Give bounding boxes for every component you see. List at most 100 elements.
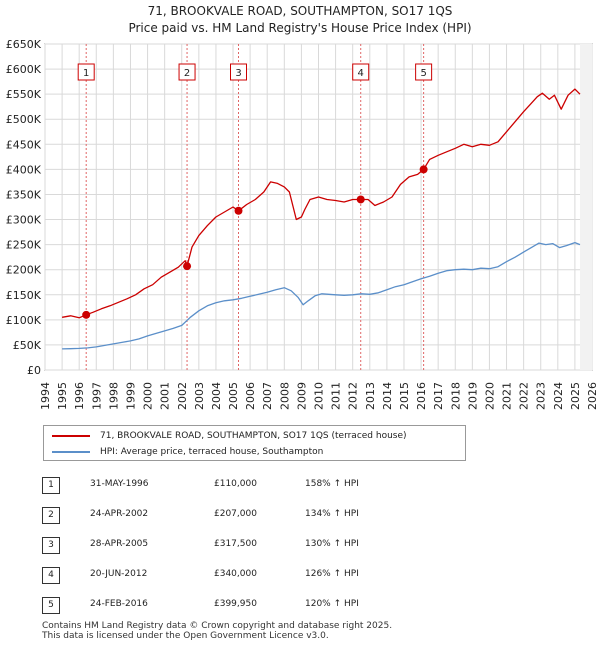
x-tick-label: 2022 <box>518 382 531 410</box>
y-tick-label: £400K <box>6 163 42 176</box>
row-date: 20-JUN-2012 <box>90 569 148 579</box>
x-tick-label: 2015 <box>398 382 411 410</box>
x-tick-label: 2023 <box>535 382 548 410</box>
x-tick-label: 2013 <box>364 382 377 410</box>
row-hpi: 130% ↑ HPI <box>305 539 359 549</box>
x-tick-label: 2017 <box>432 382 445 410</box>
y-tick-label: £500K <box>6 113 42 126</box>
x-tick-label: 2026 <box>586 382 599 410</box>
x-tick-label: 1995 <box>56 382 69 410</box>
x-tick-label: 1999 <box>124 382 137 410</box>
x-tick-label: 2014 <box>381 382 394 410</box>
x-tick-label: 1994 <box>39 382 52 410</box>
x-tick-label: 2003 <box>193 382 206 410</box>
row-hpi: 126% ↑ HPI <box>305 569 359 579</box>
x-tick-label: 2005 <box>227 382 240 410</box>
transaction-label: 1 <box>83 68 89 79</box>
legend-item-property: 71, BROOKVALE ROAD, SOUTHAMPTON, SO17 1Q… <box>52 428 407 444</box>
x-tick-label: 2009 <box>295 382 308 410</box>
transaction-label-box <box>352 63 370 81</box>
y-tick-label: £650K <box>6 38 42 51</box>
x-tick-label: 1997 <box>90 382 103 410</box>
row-date: 24-FEB-2016 <box>90 599 148 609</box>
y-tick-label: £250K <box>6 239 42 252</box>
transaction-label-box <box>415 63 433 81</box>
x-tick-label: 2001 <box>159 382 172 410</box>
table-row: 5 24-FEB-2016 £399,950 120% ↑ HPI <box>42 595 462 615</box>
row-hpi: 134% ↑ HPI <box>305 509 359 519</box>
transaction-label-box <box>178 63 196 81</box>
table-row: 4 20-JUN-2012 £340,000 126% ↑ HPI <box>42 565 462 585</box>
chart-title-line2: Price paid vs. HM Land Registry's House … <box>128 21 472 35</box>
transaction-labels: 1 2 3 4 5 <box>77 63 433 81</box>
property-line <box>61 88 581 319</box>
sale-points <box>82 165 428 319</box>
row-date: 31-MAY-1996 <box>90 479 149 489</box>
y-tick-label: £300K <box>6 214 42 227</box>
x-tick-label: 2002 <box>176 382 189 410</box>
row-marker: 3 <box>42 537 60 554</box>
legend-swatch-hpi <box>52 451 90 453</box>
row-price: £317,500 <box>214 539 257 549</box>
legend-label-property: 71, BROOKVALE ROAD, SOUTHAMPTON, SO17 1Q… <box>100 431 407 441</box>
y-tick-label: £0 <box>27 364 41 377</box>
x-tick-label: 2018 <box>449 382 462 410</box>
forecast-shading <box>580 44 592 370</box>
x-tick-label: 2006 <box>244 382 257 410</box>
legend-item-hpi: HPI: Average price, terraced house, Sout… <box>52 444 323 460</box>
row-marker: 2 <box>42 507 60 524</box>
y-tick-label: £150K <box>6 289 42 302</box>
x-tick-label: 2020 <box>483 382 496 410</box>
y-tick-label: £350K <box>6 188 42 201</box>
x-tick-label: 2007 <box>261 382 274 410</box>
x-tick-label: 2012 <box>347 382 360 410</box>
hpi-line <box>62 241 581 350</box>
x-tick-label: 1998 <box>107 382 120 410</box>
row-marker: 4 <box>42 567 60 584</box>
x-tick-label: 2019 <box>466 382 479 410</box>
x-tick-label: 2021 <box>501 382 514 410</box>
row-marker: 5 <box>42 597 60 614</box>
x-tick-label: 2016 <box>415 382 428 410</box>
transaction-label: 5 <box>420 68 426 79</box>
sale-point <box>183 262 192 271</box>
table-row: 1 31-MAY-1996 £110,000 158% ↑ HPI <box>42 475 462 495</box>
hpi-series <box>62 241 581 350</box>
footer-line2: This data is licensed under the Open Gov… <box>42 631 329 641</box>
row-date: 24-APR-2002 <box>90 509 149 519</box>
legend: 71, BROOKVALE ROAD, SOUTHAMPTON, SO17 1Q… <box>43 425 466 461</box>
sale-point <box>82 310 91 319</box>
x-tick-label: 2025 <box>569 382 582 410</box>
x-tick-label: 2024 <box>552 382 565 410</box>
y-tick-label: £600K <box>6 63 42 76</box>
x-tick-label: 2010 <box>313 382 326 410</box>
transaction-label: 3 <box>235 68 241 79</box>
row-price: £207,000 <box>214 509 257 519</box>
property-series <box>61 88 581 319</box>
row-hpi: 120% ↑ HPI <box>305 599 359 609</box>
y-tick-label: £100K <box>6 314 42 327</box>
x-tick-label: 2008 <box>278 382 291 410</box>
x-axis: 1994 1995 1996 1997 1998 1999 2000 2001 2002 2003… <box>39 382 599 410</box>
y-tick-label: £200K <box>6 264 42 277</box>
sale-point <box>356 195 365 204</box>
row-hpi: 158% ↑ HPI <box>305 479 359 489</box>
legend-swatch-property <box>52 435 90 437</box>
y-tick-label: £550K <box>6 88 42 101</box>
transaction-label: 2 <box>184 68 190 79</box>
x-tick-label: 2004 <box>210 382 223 410</box>
x-tick-label: 2000 <box>142 382 155 410</box>
sale-point <box>234 206 243 215</box>
y-tick-label: £50K <box>13 339 42 352</box>
chart-title: 71, BROOKVALE ROAD, SOUTHAMPTON, SO17 1Q… <box>0 3 600 37</box>
chart-title-line1: 71, BROOKVALE ROAD, SOUTHAMPTON, SO17 1Q… <box>147 4 453 18</box>
legend-label-hpi: HPI: Average price, terraced house, Sout… <box>100 447 324 457</box>
row-date: 28-APR-2005 <box>90 539 149 549</box>
transaction-label-box <box>77 63 95 81</box>
sale-point <box>419 165 428 174</box>
y-axis: £0 £50K £100K £150K £200K £250K £300K £350K £400… <box>6 38 42 377</box>
y-tick-label: £450K <box>6 138 42 151</box>
table-row: 3 28-APR-2005 £317,500 130% ↑ HPI <box>42 535 462 555</box>
row-price: £399,950 <box>214 599 257 609</box>
x-tick-label: 1996 <box>73 382 86 410</box>
